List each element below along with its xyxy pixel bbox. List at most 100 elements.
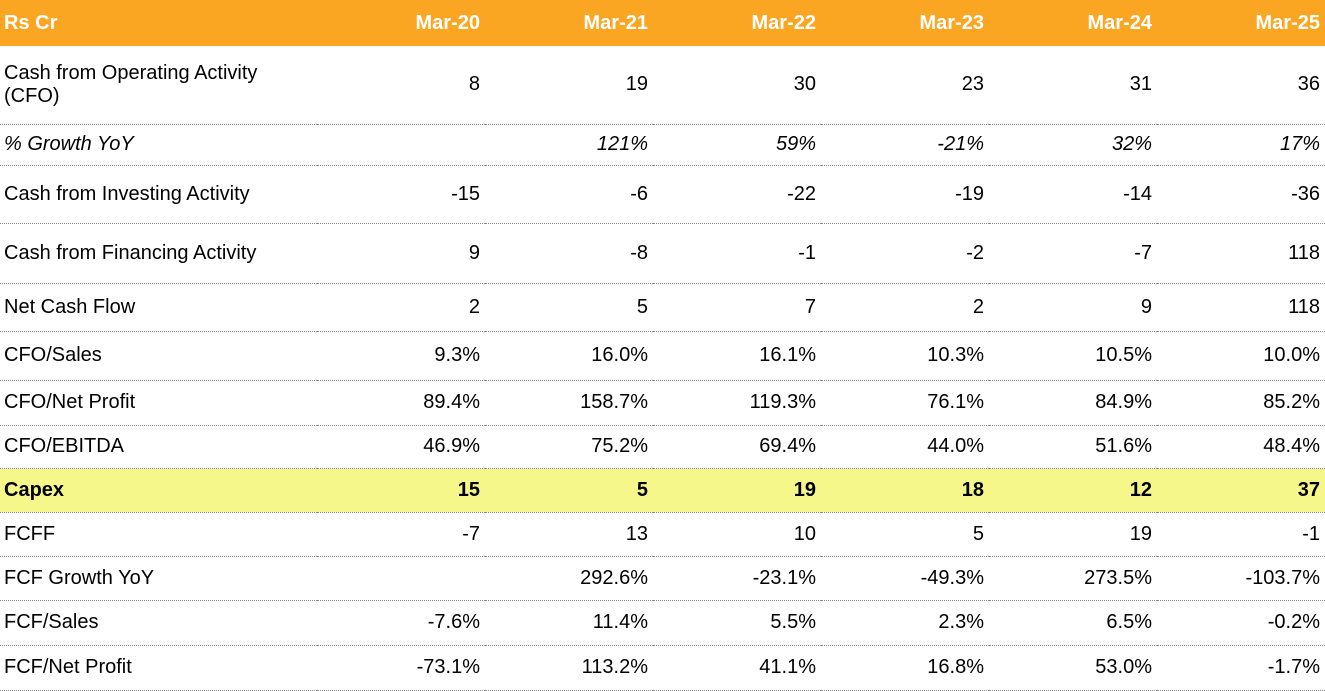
cell-value: 32% (989, 124, 1157, 166)
cell-value: 17% (1157, 124, 1325, 166)
cell-value: 7 (653, 283, 821, 332)
cell-value (317, 556, 485, 601)
cell-value: 9 (989, 283, 1157, 332)
cell-value: 118 (1157, 283, 1325, 332)
cell-value: -14 (989, 165, 1157, 224)
cell-value: -49.3% (821, 556, 989, 601)
row-label: CFO/Sales (0, 331, 317, 381)
cell-value: 5 (821, 512, 989, 557)
cell-value: 18 (821, 468, 989, 513)
table-row: CFO/Sales 9.3% 16.0% 16.1% 10.3% 10.5% 10.0% (0, 331, 1325, 381)
table-row: FCF/Net Profit -73.1% 113.2% 41.1% 16.8% 53.0… (0, 645, 1325, 691)
header-period: Mar-20 (317, 0, 485, 46)
cell-value: 8 (317, 46, 485, 125)
table-row: CFO/Net Profit 89.4% 158.7% 119.3% 76.1% 84.9… (0, 380, 1325, 426)
cell-value: -21% (821, 124, 989, 166)
table-row: CFO/EBITDA 46.9% 75.2% 69.4% 44.0% 51.6% 48.4% (0, 425, 1325, 469)
cell-value: 51.6% (989, 425, 1157, 469)
cell-value: 76.1% (821, 380, 989, 426)
header-period: Mar-24 (989, 0, 1157, 46)
cell-value: 6.5% (989, 600, 1157, 646)
cell-value: 23 (821, 46, 989, 125)
header-label: Rs Cr (0, 0, 317, 46)
table-row: Net Cash Flow 2 5 7 2 9 118 (0, 283, 1325, 332)
cell-value: 53.0% (989, 645, 1157, 691)
cell-value: -36 (1157, 165, 1325, 224)
cell-value: 273.5% (989, 556, 1157, 601)
cell-value: -1.7% (1157, 645, 1325, 691)
table-header: Rs Cr Mar-20 Mar-21 Mar-22 Mar-23 Mar-24 Mar-2… (0, 0, 1325, 46)
header-row: Rs Cr Mar-20 Mar-21 Mar-22 Mar-23 Mar-24 Mar-2… (0, 0, 1325, 46)
row-label: Net Cash Flow (0, 283, 317, 332)
table-body: Cash from Operating Activity (CFO) 8 19 30 2… (0, 46, 1325, 691)
table-row: % Growth YoY 121% 59% -21% 32% 17% (0, 124, 1325, 166)
cell-value: 10 (653, 512, 821, 557)
cell-value (317, 124, 485, 166)
cell-value: -7 (989, 223, 1157, 284)
row-label: Cash from Investing Activity (0, 165, 317, 224)
row-label: FCF/Sales (0, 600, 317, 646)
cell-value: -22 (653, 165, 821, 224)
cell-value: 113.2% (485, 645, 653, 691)
cell-value: 16.8% (821, 645, 989, 691)
cell-value: 48.4% (1157, 425, 1325, 469)
row-label: Cash from Operating Activity (CFO) (0, 46, 317, 125)
cell-value: 118 (1157, 223, 1325, 284)
cell-value: 37 (1157, 468, 1325, 513)
cell-value: -19 (821, 165, 989, 224)
cell-value: 59% (653, 124, 821, 166)
cell-value: 11.4% (485, 600, 653, 646)
row-label: CFO/Net Profit (0, 380, 317, 426)
table-row: FCF/Sales -7.6% 11.4% 5.5% 2.3% 6.5% -0.2% (0, 600, 1325, 646)
cell-value: 12 (989, 468, 1157, 513)
cell-value: 9 (317, 223, 485, 284)
cell-value: 5.5% (653, 600, 821, 646)
cell-value: -7.6% (317, 600, 485, 646)
row-label: Capex (0, 468, 317, 513)
cell-value: -6 (485, 165, 653, 224)
cell-value: 89.4% (317, 380, 485, 426)
cell-value: 2.3% (821, 600, 989, 646)
cell-value: 19 (485, 46, 653, 125)
cell-value: 121% (485, 124, 653, 166)
row-label: % Growth YoY (0, 124, 317, 166)
cell-value: -73.1% (317, 645, 485, 691)
cell-value: -15 (317, 165, 485, 224)
cell-value: 36 (1157, 46, 1325, 125)
cell-value: 10.5% (989, 331, 1157, 381)
cell-value: 75.2% (485, 425, 653, 469)
cell-value: 44.0% (821, 425, 989, 469)
table-row: FCF Growth YoY 292.6% -23.1% -49.3% 273.5% -1… (0, 556, 1325, 601)
cell-value: 119.3% (653, 380, 821, 426)
cell-value: -103.7% (1157, 556, 1325, 601)
cell-value: 10.0% (1157, 331, 1325, 381)
row-label: FCF Growth YoY (0, 556, 317, 601)
row-label: FCF/Net Profit (0, 645, 317, 691)
cell-value: 19 (653, 468, 821, 513)
cell-value: 84.9% (989, 380, 1157, 426)
cell-value: 15 (317, 468, 485, 513)
cell-value: 19 (989, 512, 1157, 557)
cell-value: -0.2% (1157, 600, 1325, 646)
table-row: Cash from Financing Activity 9 -8 -1 -2 -7 118 (0, 223, 1325, 284)
cell-value: 5 (485, 468, 653, 513)
cell-value: -8 (485, 223, 653, 284)
header-period: Mar-21 (485, 0, 653, 46)
table-row: Cash from Investing Activity -15 -6 -22 -19-… (0, 165, 1325, 224)
cell-value: 10.3% (821, 331, 989, 381)
cell-value: 5 (485, 283, 653, 332)
cell-value: -1 (1157, 512, 1325, 557)
cell-value: -1 (653, 223, 821, 284)
cell-value: 13 (485, 512, 653, 557)
header-period: Mar-25 (1157, 0, 1325, 46)
row-label: CFO/EBITDA (0, 425, 317, 469)
cell-value: -23.1% (653, 556, 821, 601)
header-period: Mar-23 (821, 0, 989, 46)
cell-value: -2 (821, 223, 989, 284)
cell-value: 16.1% (653, 331, 821, 381)
cell-value: 31 (989, 46, 1157, 125)
table-row: Capex 15 5 19 18 12 37 (0, 468, 1325, 513)
row-label: Cash from Financing Activity (0, 223, 317, 284)
